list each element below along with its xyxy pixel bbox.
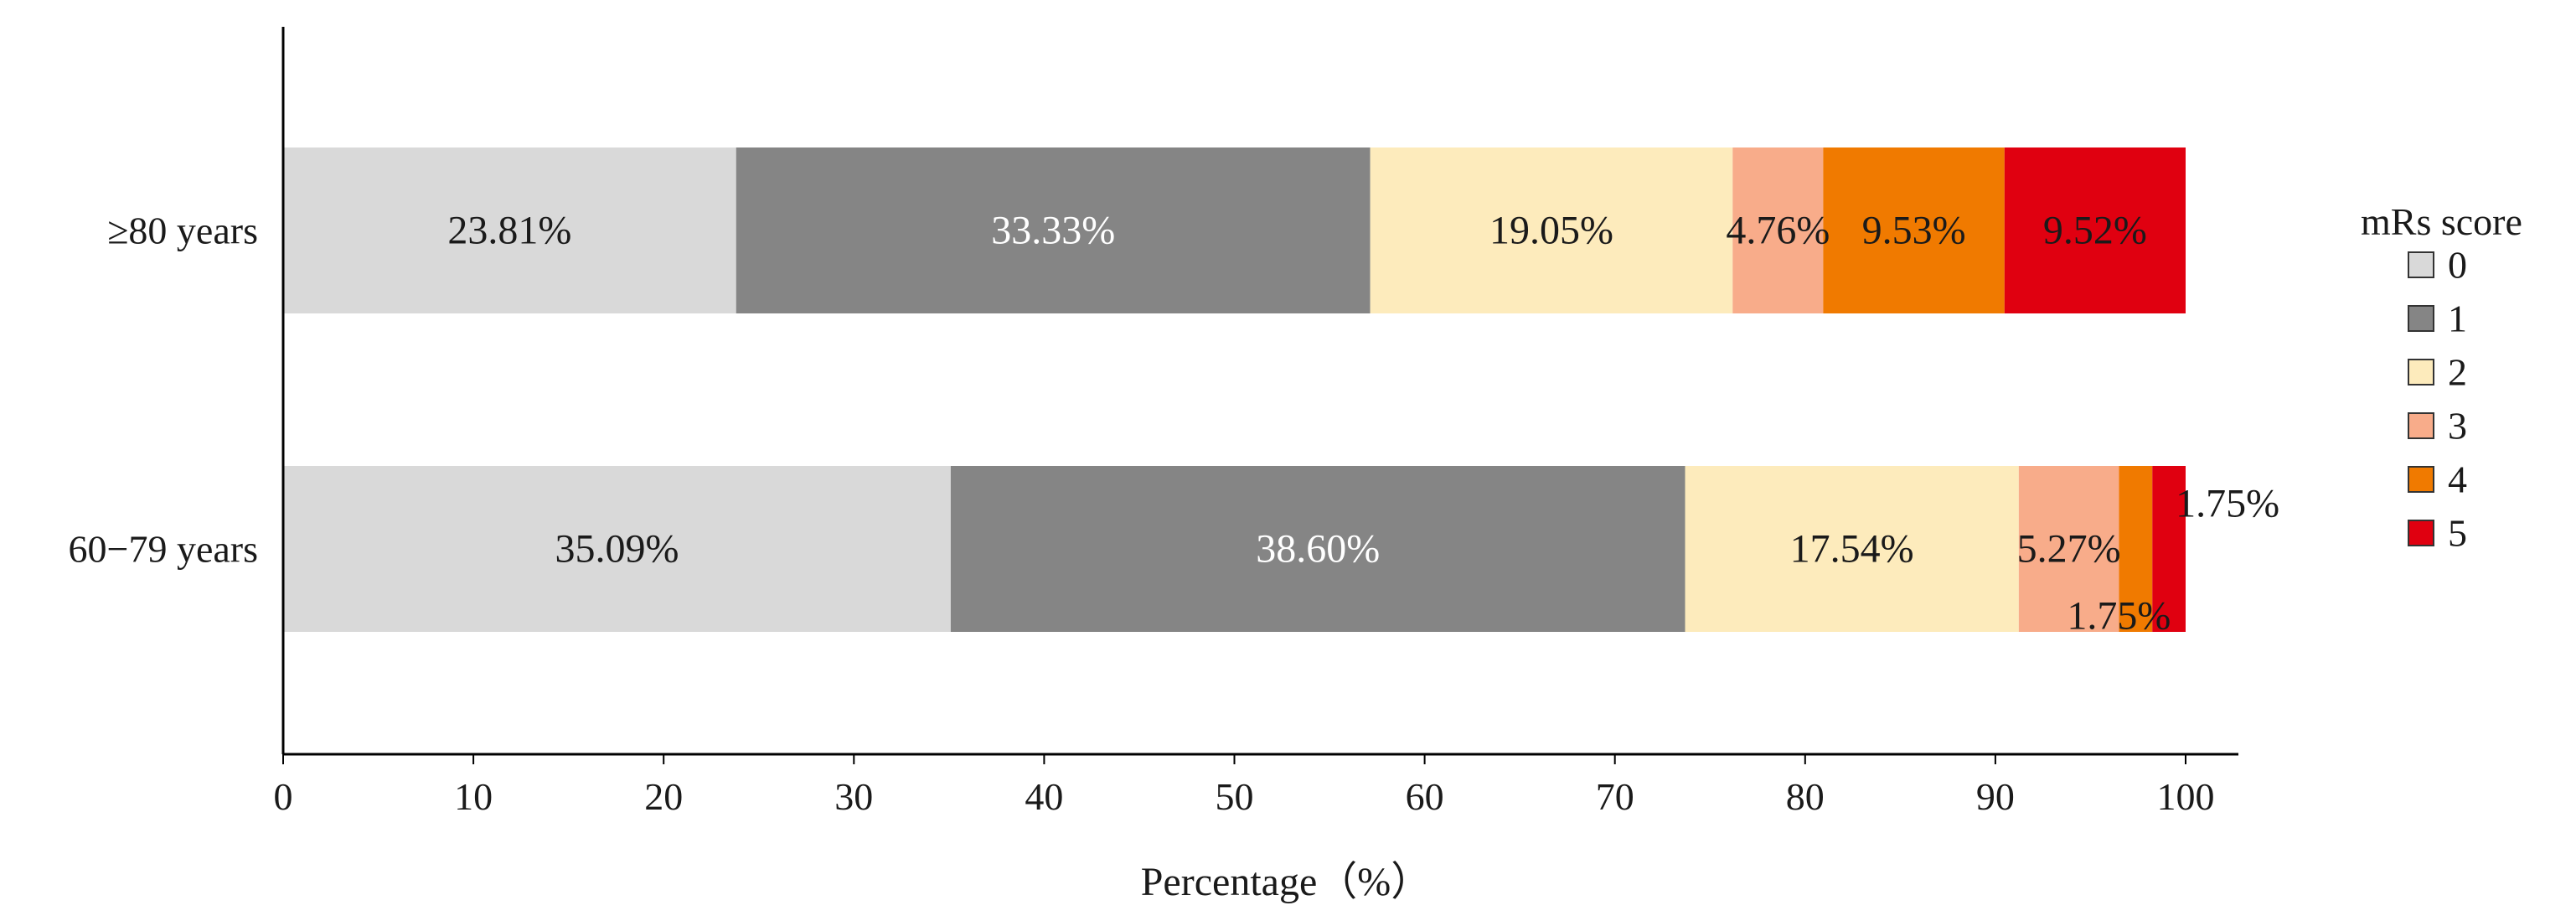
data-label-3: 4.76% [1726,209,1830,253]
y-category-label: 60−79 years [69,528,259,571]
bar-segment-4 [1823,147,2005,313]
legend-swatch-0 [2408,251,2434,278]
data-label-3: 5.27% [2017,527,2121,572]
bar-segment-2 [1685,466,2019,632]
x-tick-label: 40 [1025,775,1063,818]
bar-segment-1 [736,147,1371,313]
x-tick-label: 80 [1786,775,1825,818]
bar-segment-2 [1370,147,1733,313]
legend-label-4: 4 [2448,458,2467,501]
legend-label-1: 1 [2448,298,2467,340]
data-label-0: 35.09% [555,527,679,572]
x-tick-label: 30 [834,775,873,818]
bar-segment-1 [950,466,1685,632]
data-label-0: 23.81% [447,209,571,253]
bar-segment-0 [283,147,736,313]
legend-label-3: 3 [2448,405,2467,448]
legend-swatch-1 [2408,305,2434,332]
bar-segment-5 [2004,147,2186,313]
legend-label-0: 0 [2448,244,2467,287]
data-label-2: 19.05% [1489,209,1613,253]
axes-layer: 0 10 20 30 40 50 60 70 80 90 100 ≥80 years 60−79 yea… [69,27,2238,904]
data-label-5: 1.75% [2176,482,2279,526]
legend-title: mRs score [2361,200,2522,243]
legend-swatch-3 [2408,412,2434,439]
bar-segment-4 [2119,466,2153,632]
legend-swatch-5 [2408,520,2434,546]
bar-segment-3 [1732,147,1824,313]
bars-layer [283,147,2186,632]
data-label-2: 17.54% [1790,527,1914,572]
legend-label-2: 2 [2448,351,2467,394]
x-tick-label: 20 [644,775,683,818]
data-label-1: 38.60% [1256,527,1380,572]
y-category-label: ≥80 years [107,210,258,252]
bar-segment-3 [2018,466,2119,632]
data-label-4: 9.53% [1862,209,1966,253]
bar-segment-0 [283,466,951,632]
bar-labels-layer: 23.81% 33.33% 19.05% 4.76% 9.53% 9.52% 35.09% 3… [447,209,2279,639]
x-tick-label: 50 [1216,775,1254,818]
x-tick-label: 10 [454,775,493,818]
data-label-4: 1.75% [2067,594,2171,639]
data-label-5: 9.52% [2043,209,2147,253]
x-tick-label: 90 [1976,775,2015,818]
legend-label-5: 5 [2448,512,2467,555]
x-tick-label: 60 [1406,775,1444,818]
data-label-1: 33.33% [991,209,1115,253]
x-axis-title: Percentage（%） [1141,860,1432,904]
bar-segment-5 [2152,466,2186,632]
legend-swatch-2 [2408,359,2434,385]
x-tick-label: 0 [274,775,293,818]
x-tick-label: 70 [1596,775,1634,818]
legend-swatch-4 [2408,466,2434,493]
x-tick-label: 100 [2157,775,2215,818]
